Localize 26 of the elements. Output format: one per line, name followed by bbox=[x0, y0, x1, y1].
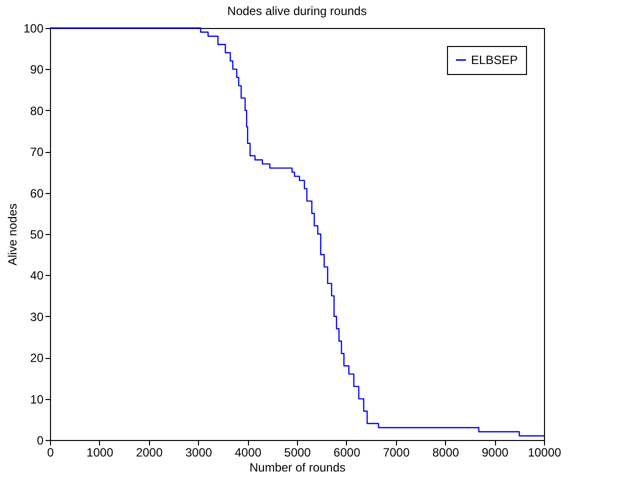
y-tick-label: 80 bbox=[30, 104, 44, 118]
x-tick-label: 8000 bbox=[432, 446, 460, 460]
y-tick-label: 70 bbox=[30, 145, 44, 160]
x-tick-label: 3000 bbox=[185, 446, 212, 460]
y-axis-title: Alive nodes bbox=[5, 203, 20, 266]
y-tick-label: 90 bbox=[30, 62, 44, 77]
y-tick-label: 30 bbox=[30, 310, 44, 324]
x-tick-label: 1000 bbox=[86, 446, 114, 460]
x-axis-title: Number of rounds bbox=[249, 460, 346, 474]
x-tick-label: 10000 bbox=[528, 446, 562, 460]
x-tick-label: 6000 bbox=[334, 446, 361, 460]
y-tick-label: 20 bbox=[30, 351, 44, 366]
y-tick-label: 10 bbox=[30, 392, 44, 406]
x-tick-label: 9000 bbox=[482, 446, 509, 460]
y-tick-label: 0 bbox=[36, 434, 44, 448]
x-tick-label: 4000 bbox=[234, 446, 262, 460]
x-tick-label: 2000 bbox=[136, 446, 163, 460]
x-tick-label: 5000 bbox=[284, 446, 312, 460]
x-tick-label: 0 bbox=[47, 446, 54, 460]
chart-title: Nodes alive during rounds bbox=[227, 4, 367, 18]
legend-label: ELBSEP bbox=[471, 53, 518, 67]
y-tick-label: 50 bbox=[30, 228, 44, 242]
y-tick-label: 100 bbox=[23, 22, 44, 36]
x-tick-label: 7000 bbox=[382, 446, 410, 460]
y-tick-label: 40 bbox=[30, 268, 44, 283]
y-tick-label: 60 bbox=[30, 186, 44, 200]
